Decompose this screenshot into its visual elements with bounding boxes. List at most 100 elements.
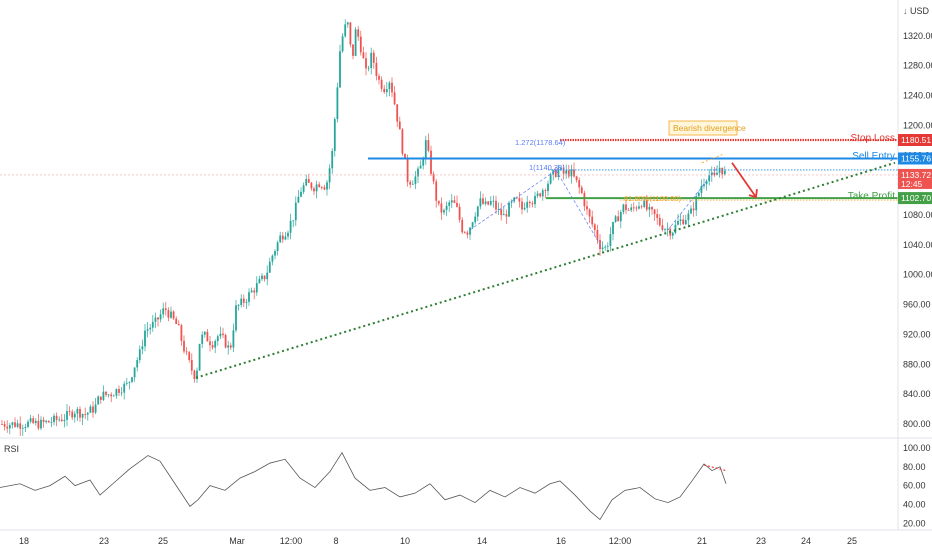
candle-body: [68, 411, 71, 412]
candle-body: [105, 391, 107, 395]
candle-body: [461, 219, 464, 233]
candle-body: [125, 382, 128, 384]
candle-body: [365, 58, 367, 69]
candle-body: [14, 422, 16, 427]
unit-label: USD: [910, 6, 930, 16]
candle-body: [352, 44, 354, 56]
candle-body: [617, 216, 620, 222]
candle-body: [437, 200, 440, 204]
candle-body: [63, 419, 66, 422]
candle-body: [289, 220, 292, 233]
candle-body: [622, 204, 625, 212]
fib-618-label: 61.80%(1100.00): [624, 194, 681, 203]
candle-body: [575, 176, 578, 181]
candle-body: [297, 196, 300, 203]
candle-body: [398, 121, 401, 130]
candle-body: [310, 182, 313, 189]
price-tick-label: 1040.00: [903, 240, 932, 250]
rsi-tick-label: 100.00: [903, 443, 931, 453]
candle-body: [183, 340, 185, 352]
candle-body: [632, 207, 635, 209]
unit-header[interactable]: ↓ USD: [903, 6, 930, 16]
candle-body: [42, 419, 45, 423]
candle-body: [45, 420, 48, 423]
candle-body: [27, 421, 29, 427]
candle-body: [313, 188, 315, 192]
candle-body: [318, 184, 321, 188]
price-pane[interactable]: 1.272(1178.64) 1(1140.38) 61.80%(1100.00…: [0, 19, 898, 436]
candle-body: [690, 208, 692, 214]
candle-body: [203, 331, 206, 335]
time-tick-label: 12:00: [280, 536, 303, 546]
price-axis[interactable]: 800.00 840.00 880.00 920.00 960.00 1000.00 104…: [897, 0, 932, 530]
candle-body: [476, 206, 479, 217]
candle-body: [242, 298, 245, 303]
candle-body: [708, 175, 711, 182]
trade-levels: [368, 138, 898, 200]
candle-body: [86, 412, 89, 415]
price-badge: [898, 168, 932, 189]
price-tick-label: 1240.00: [903, 91, 932, 101]
candle-body: [604, 246, 607, 248]
candle-body: [209, 341, 211, 346]
candle-body: [359, 36, 362, 53]
price-tick-label: 1200.00: [903, 120, 932, 130]
sell-entry-label: Sell Entry: [852, 151, 895, 162]
candle-body: [250, 290, 253, 293]
candle-body: [684, 220, 687, 225]
candle-body: [557, 169, 560, 177]
candle-body: [354, 29, 357, 56]
candle-body: [167, 310, 170, 318]
candle-body: [370, 52, 373, 68]
candle-body: [222, 333, 224, 336]
rsi-tick-label: 80.00: [903, 462, 926, 472]
candle-body: [92, 406, 94, 413]
price-tick-label: 1080.00: [903, 210, 932, 220]
candle-body: [219, 333, 222, 337]
stop-loss-label: Stop Loss: [851, 133, 895, 144]
candlestick-series: [1, 19, 726, 436]
candle-body: [198, 343, 201, 371]
candle-body: [705, 181, 708, 185]
candle-body: [102, 391, 105, 400]
candle-body: [40, 419, 42, 429]
time-tick-label: 23: [756, 536, 766, 546]
candle-body: [505, 214, 508, 217]
candle-body: [188, 352, 191, 361]
candle-body: [396, 104, 399, 122]
candle-body: [1, 424, 3, 425]
candle-body: [287, 232, 289, 237]
candle-body: [302, 185, 305, 192]
candle-body: [466, 232, 469, 235]
candle-body: [315, 184, 318, 192]
candle-body: [448, 202, 451, 206]
candle-body: [430, 150, 432, 174]
candle-body: [193, 370, 196, 380]
time-tick-label: 21: [697, 536, 707, 546]
ascending-trendline[interactable]: [195, 161, 896, 379]
candle-body: [679, 219, 682, 221]
candle-body: [609, 234, 612, 246]
time-axis[interactable]: 18 23 25 Mar 12:00 8 10 14 16 12:00 21 23 24 25: [0, 529, 932, 546]
candle-body: [411, 183, 414, 185]
candle-body: [177, 324, 180, 326]
candle-body: [521, 201, 523, 210]
candle-body: [292, 220, 295, 222]
candle-body: [320, 187, 323, 188]
candle-body: [276, 242, 279, 252]
rsi-pane[interactable]: RSI: [0, 444, 727, 521]
rsi-title: RSI: [4, 444, 19, 454]
candle-body: [671, 232, 674, 236]
rsi-tick-label: 60.00: [903, 481, 926, 491]
candle-body: [700, 186, 703, 193]
candle-body: [393, 92, 396, 105]
candle-body: [588, 209, 591, 217]
candle-body: [721, 167, 724, 175]
candle-body: [593, 224, 596, 230]
candle-body: [606, 245, 609, 247]
candle-body: [211, 345, 214, 348]
candle-body: [266, 272, 269, 280]
candle-body: [19, 423, 22, 429]
candle-body: [453, 200, 456, 203]
candle-body: [16, 423, 19, 427]
